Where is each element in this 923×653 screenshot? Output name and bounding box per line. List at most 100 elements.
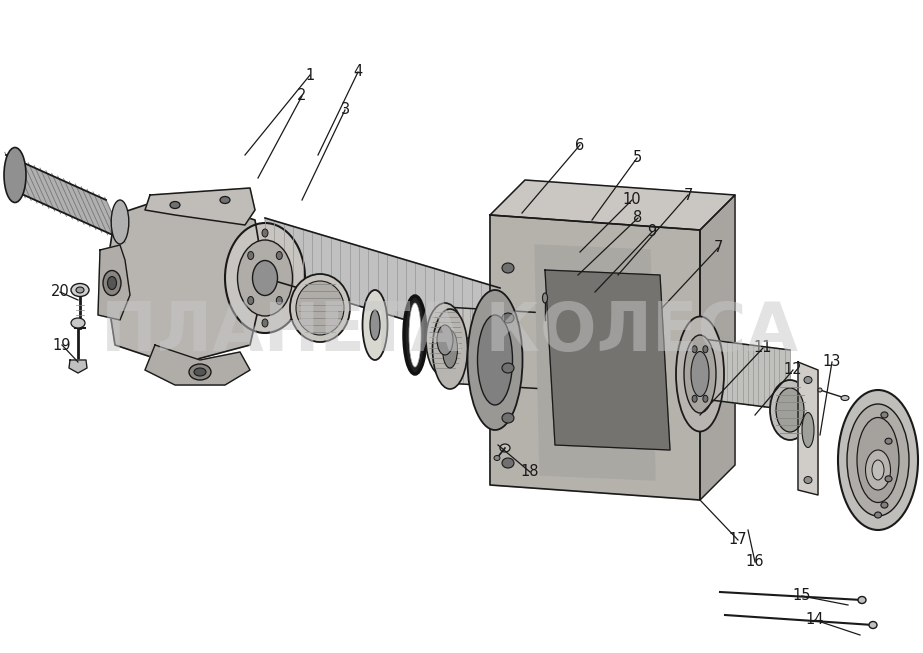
Ellipse shape [442, 330, 458, 368]
Text: 11: 11 [754, 340, 773, 355]
Ellipse shape [692, 345, 697, 353]
Text: 7: 7 [683, 187, 692, 202]
Ellipse shape [276, 296, 282, 304]
Ellipse shape [502, 413, 514, 423]
Text: 6: 6 [575, 138, 584, 153]
Ellipse shape [4, 148, 26, 202]
Ellipse shape [869, 622, 877, 628]
Polygon shape [490, 180, 735, 230]
Polygon shape [545, 270, 670, 450]
Ellipse shape [111, 200, 129, 244]
Ellipse shape [170, 202, 180, 208]
Text: 10: 10 [623, 193, 641, 208]
Ellipse shape [262, 319, 268, 327]
Ellipse shape [363, 290, 388, 360]
Ellipse shape [770, 380, 810, 440]
Ellipse shape [290, 274, 350, 342]
Ellipse shape [858, 596, 866, 603]
Polygon shape [445, 307, 580, 391]
Ellipse shape [409, 303, 421, 367]
Polygon shape [105, 195, 265, 365]
Text: 18: 18 [521, 464, 539, 479]
Polygon shape [145, 188, 255, 225]
Ellipse shape [502, 263, 514, 273]
Text: 9: 9 [647, 225, 656, 240]
Polygon shape [265, 218, 500, 348]
Ellipse shape [885, 438, 892, 444]
Ellipse shape [881, 412, 888, 418]
Ellipse shape [691, 351, 709, 396]
Polygon shape [798, 362, 818, 495]
Ellipse shape [296, 281, 344, 335]
Polygon shape [700, 195, 735, 500]
Text: 19: 19 [53, 338, 71, 353]
Text: 8: 8 [633, 210, 642, 225]
Ellipse shape [468, 290, 522, 430]
Ellipse shape [247, 251, 254, 259]
Text: 20: 20 [51, 285, 69, 300]
Polygon shape [695, 338, 790, 410]
Ellipse shape [433, 309, 468, 389]
Ellipse shape [500, 444, 510, 452]
Text: 1: 1 [306, 67, 315, 82]
Text: 17: 17 [728, 532, 748, 547]
Polygon shape [490, 215, 700, 500]
Ellipse shape [502, 313, 514, 323]
Ellipse shape [494, 456, 500, 460]
Ellipse shape [194, 368, 206, 376]
Ellipse shape [103, 270, 121, 296]
Ellipse shape [76, 287, 84, 293]
Ellipse shape [71, 318, 85, 328]
Polygon shape [535, 245, 655, 480]
Ellipse shape [872, 460, 884, 480]
Text: 13: 13 [822, 355, 841, 370]
Polygon shape [98, 245, 130, 320]
Ellipse shape [220, 197, 230, 204]
Ellipse shape [426, 303, 464, 377]
Text: 4: 4 [354, 65, 363, 80]
Ellipse shape [776, 388, 804, 432]
Ellipse shape [841, 396, 849, 400]
Text: ПЛАНЕТА КОЛЕСА: ПЛАНЕТА КОЛЕСА [102, 299, 798, 365]
Ellipse shape [847, 404, 909, 516]
Ellipse shape [885, 476, 892, 482]
Ellipse shape [370, 310, 380, 340]
Ellipse shape [253, 261, 278, 296]
Text: 7: 7 [713, 240, 723, 255]
Ellipse shape [838, 390, 918, 530]
Text: 5: 5 [632, 150, 641, 165]
Ellipse shape [404, 296, 426, 374]
Polygon shape [69, 360, 87, 373]
Ellipse shape [107, 276, 116, 289]
Ellipse shape [437, 325, 453, 355]
Ellipse shape [543, 293, 547, 303]
Ellipse shape [804, 477, 812, 483]
Ellipse shape [225, 223, 305, 333]
Ellipse shape [881, 502, 888, 508]
Ellipse shape [684, 335, 716, 413]
Text: 12: 12 [784, 362, 802, 377]
Ellipse shape [703, 345, 708, 353]
Text: 16: 16 [746, 554, 764, 569]
Polygon shape [6, 155, 124, 240]
Ellipse shape [802, 413, 814, 447]
Polygon shape [145, 345, 250, 385]
Ellipse shape [262, 229, 268, 237]
Ellipse shape [676, 317, 724, 432]
Ellipse shape [703, 395, 708, 402]
Ellipse shape [502, 458, 514, 468]
Text: 3: 3 [341, 103, 350, 118]
Ellipse shape [71, 283, 89, 296]
Ellipse shape [804, 377, 812, 383]
Ellipse shape [477, 315, 512, 405]
Text: 2: 2 [297, 89, 306, 103]
Text: 15: 15 [793, 588, 811, 603]
Ellipse shape [692, 395, 697, 402]
Ellipse shape [818, 388, 822, 392]
Ellipse shape [247, 296, 254, 304]
Ellipse shape [189, 364, 211, 380]
Ellipse shape [502, 363, 514, 373]
Ellipse shape [276, 251, 282, 259]
Text: 14: 14 [806, 613, 824, 628]
Ellipse shape [866, 450, 891, 490]
